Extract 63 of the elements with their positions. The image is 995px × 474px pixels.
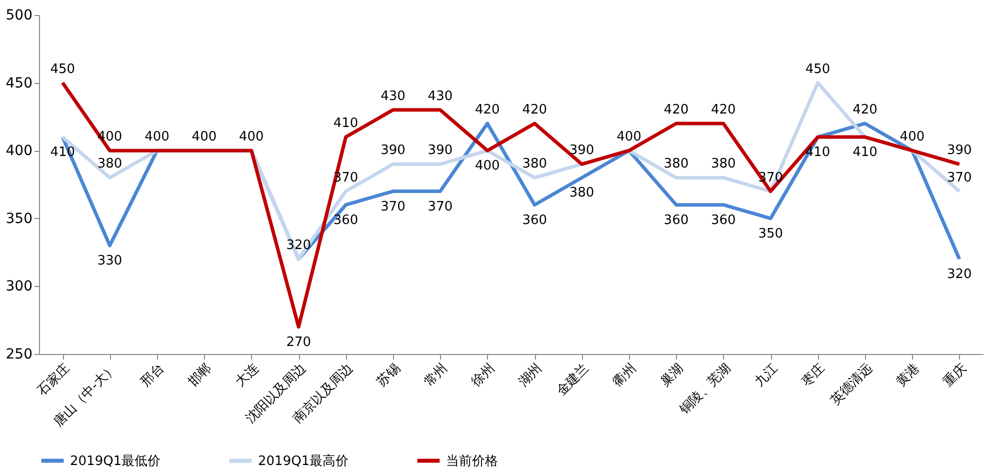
data-label: 370 bbox=[946, 170, 972, 186]
x-tick-label: 湖州 bbox=[516, 360, 545, 390]
data-label: 410 bbox=[852, 145, 878, 160]
data-label: 430 bbox=[428, 88, 453, 104]
x-tick-label: 黄港 bbox=[894, 360, 923, 390]
x-tick-label: 苏锡 bbox=[374, 360, 404, 390]
x-tick-label: 大连 bbox=[232, 360, 262, 390]
x-tick-label: 邯郸 bbox=[186, 360, 215, 390]
data-label: 450 bbox=[805, 62, 830, 77]
data-label: 450 bbox=[50, 62, 76, 77]
data-label: 380 bbox=[710, 156, 736, 172]
y-tick-label: 300 bbox=[6, 278, 32, 295]
data-label: 420 bbox=[664, 102, 689, 118]
data-label: 420 bbox=[474, 102, 500, 118]
x-tick-label: 英德清远 bbox=[828, 360, 876, 408]
x-tick-label: 九江 bbox=[752, 360, 781, 390]
x-tick-label: 巢湖 bbox=[658, 360, 687, 390]
x-tick-label: 邢台 bbox=[138, 360, 168, 390]
data-label: 360 bbox=[333, 212, 358, 228]
data-label: 330 bbox=[97, 254, 122, 269]
x-tick-label: 徐州 bbox=[468, 360, 498, 390]
data-label: 370 bbox=[428, 199, 453, 214]
data-label: 320 bbox=[946, 267, 972, 282]
x-tick-label: 枣庄 bbox=[799, 360, 828, 390]
x-tick-label: 石家庄 bbox=[34, 360, 73, 399]
legend-label: 当前价格 bbox=[446, 454, 498, 469]
data-label: 410 bbox=[333, 116, 358, 132]
y-tick-label: 250 bbox=[6, 346, 32, 362]
data-label: 400 bbox=[144, 130, 170, 145]
data-label: 420 bbox=[522, 102, 548, 118]
data-label: 360 bbox=[522, 212, 548, 228]
data-label: 400 bbox=[238, 130, 264, 145]
data-label: 390 bbox=[569, 143, 594, 158]
data-label: 370 bbox=[380, 199, 406, 214]
y-tick-label: 400 bbox=[6, 143, 32, 160]
data-label: 400 bbox=[616, 130, 642, 145]
data-label: 400 bbox=[192, 130, 217, 145]
x-tick-label: 衢州 bbox=[610, 360, 640, 390]
data-label: 430 bbox=[380, 88, 406, 104]
legend-label: 2019Q1最高价 bbox=[258, 452, 349, 469]
data-label: 400 bbox=[474, 158, 500, 174]
data-label: 420 bbox=[710, 102, 736, 118]
data-label: 390 bbox=[380, 143, 406, 158]
data-label: 400 bbox=[900, 130, 925, 145]
data-label: 380 bbox=[569, 186, 594, 201]
data-label: 390 bbox=[946, 143, 972, 158]
y-tick-label: 450 bbox=[6, 75, 32, 92]
data-label: 420 bbox=[852, 102, 878, 118]
legend-label: 2019Q1最低价 bbox=[70, 454, 161, 469]
y-tick-label: 500 bbox=[6, 8, 32, 24]
data-label: 380 bbox=[522, 156, 548, 172]
data-label: 380 bbox=[664, 156, 689, 172]
data-label: 390 bbox=[428, 143, 453, 158]
data-label: 350 bbox=[758, 226, 784, 242]
data-label: 360 bbox=[664, 212, 689, 228]
y-tick-label: 350 bbox=[6, 210, 32, 227]
x-tick-label: 重庆 bbox=[940, 360, 970, 390]
data-label: 320 bbox=[286, 238, 312, 254]
x-tick-label: 金建兰 bbox=[554, 360, 592, 399]
data-label: 360 bbox=[710, 212, 736, 228]
x-tick-label: 常州 bbox=[422, 360, 451, 390]
data-label: 270 bbox=[286, 334, 312, 350]
data-label: 380 bbox=[97, 156, 122, 172]
